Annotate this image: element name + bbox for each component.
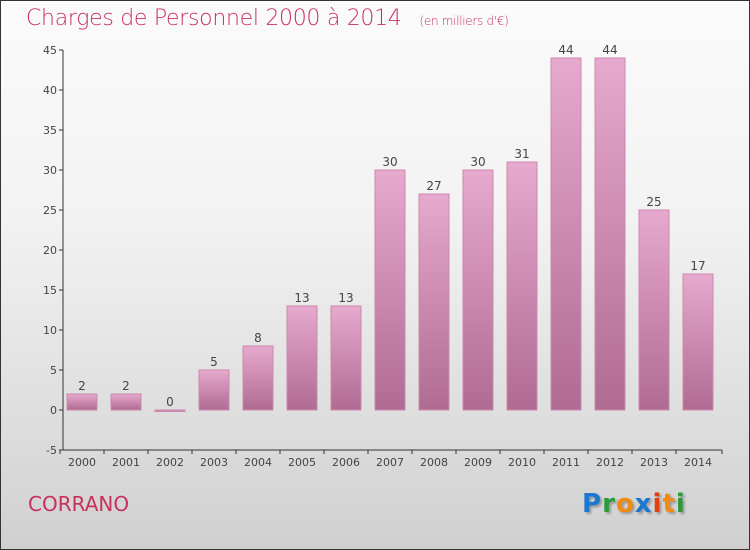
data-label: 30 bbox=[382, 155, 397, 169]
bar bbox=[638, 209, 670, 411]
data-label: 44 bbox=[558, 43, 573, 57]
x-tick-label: 2003 bbox=[200, 456, 228, 469]
data-label: 5 bbox=[210, 355, 218, 369]
data-label: 31 bbox=[514, 147, 529, 161]
y-tick-label: 10 bbox=[43, 324, 57, 337]
x-tick-label: 2006 bbox=[332, 456, 360, 469]
bar bbox=[550, 57, 582, 411]
x-tick-label: 2005 bbox=[288, 456, 316, 469]
x-tick-label: 2001 bbox=[112, 456, 140, 469]
unit-label: (en milliers d'€) bbox=[419, 14, 509, 28]
bar bbox=[198, 369, 230, 411]
x-tick-label: 2009 bbox=[464, 456, 492, 469]
data-label: 13 bbox=[338, 291, 353, 305]
data-label: 44 bbox=[602, 43, 617, 57]
y-tick-label: 35 bbox=[43, 124, 57, 137]
proxiti-logo: Proxiti bbox=[582, 489, 686, 519]
bar bbox=[506, 161, 538, 411]
data-label: 0 bbox=[166, 395, 174, 409]
x-tick-label: 2002 bbox=[156, 456, 184, 469]
x-tick-label: 2011 bbox=[552, 456, 580, 469]
y-tick-label: 0 bbox=[50, 404, 57, 417]
y-tick-label: 5 bbox=[50, 364, 57, 377]
data-label: 2 bbox=[122, 379, 130, 393]
y-tick-label: -5 bbox=[46, 444, 57, 457]
data-label: 25 bbox=[646, 195, 661, 209]
bar bbox=[462, 169, 494, 411]
bar bbox=[330, 305, 362, 411]
bar bbox=[418, 193, 450, 411]
x-tick-label: 2004 bbox=[244, 456, 272, 469]
bar bbox=[66, 393, 98, 411]
x-tick-label: 2007 bbox=[376, 456, 404, 469]
y-tick-label: 15 bbox=[43, 284, 57, 297]
y-tick-label: 40 bbox=[43, 84, 57, 97]
bar bbox=[682, 273, 714, 411]
city-name: CORRANO bbox=[28, 492, 130, 516]
x-tick-label: 2013 bbox=[640, 456, 668, 469]
x-tick-label: 2014 bbox=[684, 456, 712, 469]
data-label: 8 bbox=[254, 331, 262, 345]
bar bbox=[594, 57, 626, 411]
chart-title: Charges de Personnel 2000 à 2014 (en mill… bbox=[26, 6, 509, 31]
bar bbox=[154, 409, 186, 412]
data-label: 17 bbox=[690, 259, 705, 273]
y-tick-label: 30 bbox=[43, 164, 57, 177]
bar bbox=[110, 393, 142, 411]
y-tick-label: 25 bbox=[43, 204, 57, 217]
data-label: 2 bbox=[78, 379, 86, 393]
x-tick-label: 2012 bbox=[596, 456, 624, 469]
data-label: 13 bbox=[294, 291, 309, 305]
data-label: 30 bbox=[470, 155, 485, 169]
y-tick-label: 20 bbox=[43, 244, 57, 257]
y-tick-label: 45 bbox=[43, 44, 57, 57]
data-label: 27 bbox=[426, 179, 441, 193]
x-tick-label: 2000 bbox=[68, 456, 96, 469]
bar bbox=[286, 305, 318, 411]
bar bbox=[374, 169, 406, 411]
title-text: Charges de Personnel 2000 à 2014 bbox=[26, 6, 402, 31]
bar bbox=[242, 345, 274, 411]
x-tick-label: 2008 bbox=[420, 456, 448, 469]
x-tick-label: 2010 bbox=[508, 456, 536, 469]
